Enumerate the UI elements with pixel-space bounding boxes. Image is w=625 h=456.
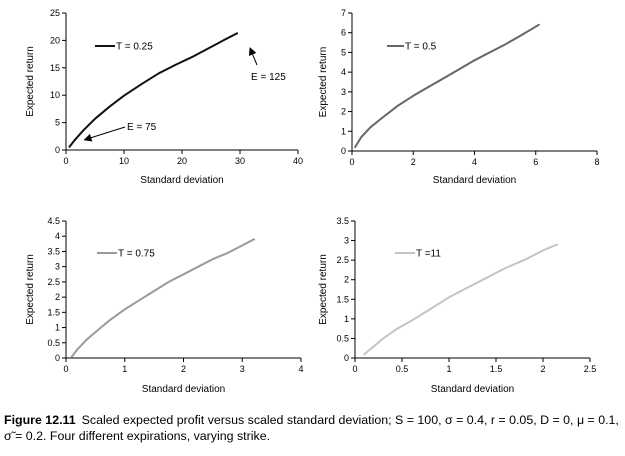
x-axis-label: Standard deviation	[142, 384, 225, 395]
chart-panel-t-025: 0 5 10 15 20 25 0 10 20 30 40 Standard deviation Exp…	[25, 8, 303, 186]
x-tick-label: 30	[235, 156, 245, 166]
chart-panel-t-11: 0 0.5 1 1.5 2 2.5 3 3.5 0 0.5 1 1.5 2 2.5 Standard dev…	[318, 216, 596, 395]
figure-caption-text: Scaled expected profit versus scaled sta…	[4, 413, 619, 443]
x-tick-label: 0	[352, 364, 357, 374]
y-tick-label: 3	[344, 236, 349, 246]
x-tick-label: 2	[411, 157, 416, 167]
y-tick-label: 2	[55, 292, 60, 302]
y-tick-label: 0	[341, 146, 346, 156]
y-tick-label: 3	[55, 262, 60, 272]
annotation-label: E = 75	[127, 122, 157, 133]
x-tick-label: 3	[240, 364, 245, 374]
x-tick-label: 2	[181, 364, 186, 374]
y-tick-label: 1	[344, 314, 349, 324]
annotation-arrow	[83, 126, 126, 142]
y-tick-label: 1.5	[336, 294, 349, 304]
x-tick-label: 40	[293, 156, 303, 166]
y-tick-label: 7	[341, 8, 346, 18]
y-tick-label: 2.5	[47, 277, 60, 287]
figure-caption: Figure 12.11 Scaled expected profit versu…	[4, 412, 622, 444]
y-tick-label: 2	[344, 275, 349, 285]
x-tick-label: 2	[540, 364, 545, 374]
y-tick-label: 2	[341, 107, 346, 117]
y-tick-label: 6	[341, 28, 346, 38]
legend-label: T =11	[416, 249, 441, 260]
y-tick-label: 3	[341, 87, 346, 97]
x-tick-label: 1.5	[490, 364, 503, 374]
x-axis-label: Standard deviation	[140, 175, 223, 186]
x-tick-label: 0	[63, 364, 68, 374]
y-tick-label: 1	[55, 323, 60, 333]
y-tick-label: 0.5	[336, 333, 349, 343]
y-tick-label: 20	[50, 35, 60, 45]
figure-label: Figure 12.11	[4, 413, 76, 427]
legend-label: T = 0.25	[116, 42, 153, 53]
x-tick-label: 8	[594, 157, 599, 167]
y-tick-label: 0	[344, 353, 349, 363]
x-tick-label: 1	[446, 364, 451, 374]
annotation-label: E = 125	[251, 72, 286, 83]
x-axis-label: Standard deviation	[431, 384, 514, 395]
y-tick-label: 10	[50, 90, 60, 100]
x-tick-label: 10	[119, 156, 129, 166]
y-axis-label: Expected return	[318, 47, 329, 118]
x-tick-label: 4	[298, 364, 303, 374]
x-tick-label: 2.5	[584, 364, 597, 374]
x-tick-label: 0	[349, 157, 354, 167]
series-line	[70, 238, 255, 358]
y-axis-label: Expected return	[25, 46, 36, 117]
legend-label: T = 0.75	[118, 249, 155, 260]
y-tick-label: 4	[55, 231, 60, 241]
legend-label: T = 0.5	[405, 42, 437, 53]
y-tick-label: 3.5	[47, 246, 60, 256]
x-tick-label: 0	[63, 156, 68, 166]
y-tick-label: 5	[55, 118, 60, 128]
series-line	[354, 23, 540, 149]
y-tick-label: 0	[55, 353, 60, 363]
series-line	[68, 32, 239, 148]
y-tick-label: 15	[50, 63, 60, 73]
y-tick-label: 4	[341, 67, 346, 77]
annotation-arrow	[248, 47, 258, 66]
chart-panel-t-075: 0 0.5 1 1.5 2 2.5 3 3.5 4 4.5 0 1 2 3 4 Standard deviat…	[25, 216, 304, 395]
y-tick-label: 25	[50, 8, 60, 18]
x-tick-label: 0.5	[396, 364, 409, 374]
x-tick-label: 1	[122, 364, 127, 374]
y-tick-label: 2.5	[336, 255, 349, 265]
y-tick-label: 0	[55, 145, 60, 155]
y-axis-label: Expected return	[25, 254, 36, 325]
y-tick-label: 1	[341, 126, 346, 136]
x-axis-label: Standard deviation	[433, 175, 516, 186]
x-tick-label: 20	[177, 156, 187, 166]
y-tick-label: 4.5	[47, 216, 60, 226]
x-tick-label: 4	[472, 157, 477, 167]
y-tick-label: 1.5	[47, 307, 60, 317]
x-tick-label: 6	[533, 157, 538, 167]
series-line	[363, 243, 559, 356]
y-tick-label: 0.5	[47, 338, 60, 348]
chart-panel-t-05: 0 1 2 3 4 5 6 7 0 2 4 6 8 Standard deviation Expected …	[318, 8, 600, 186]
y-tick-label: 5	[341, 47, 346, 57]
y-axis-label: Expected return	[318, 254, 329, 325]
y-tick-label: 3.5	[336, 216, 349, 226]
